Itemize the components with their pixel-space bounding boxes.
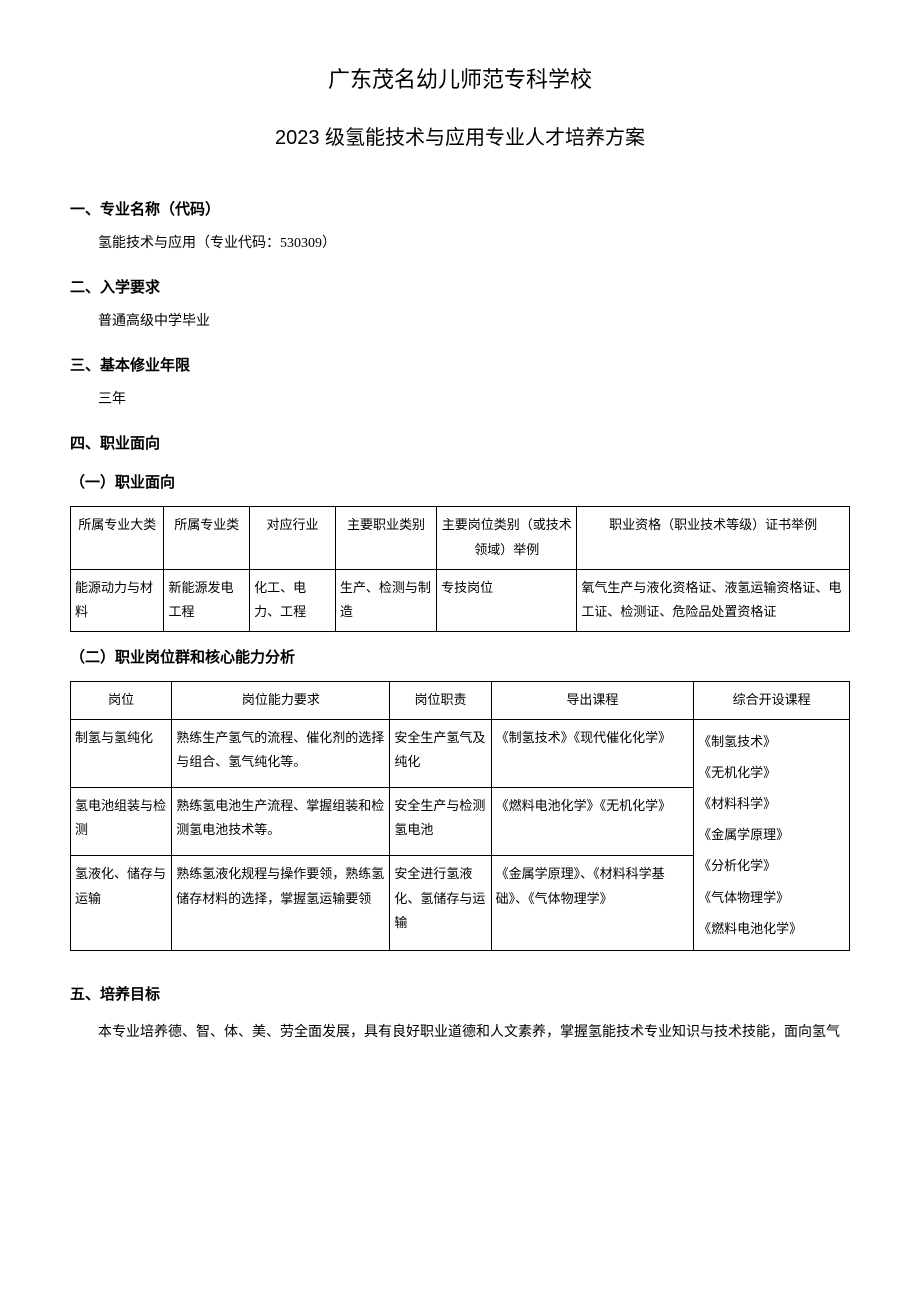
section-4-1-heading: （一）职业面向 bbox=[70, 469, 850, 496]
col-header: 所属专业类 bbox=[164, 507, 250, 569]
cell-merged: 《制氢技术》 《无机化学》 《材料科学》 《金属学原理》 《分析化学》 《气体物… bbox=[694, 719, 850, 950]
section-1-text: 氢能技术与应用（专业代码：530309） bbox=[98, 231, 850, 256]
cell: 新能源发电工程 bbox=[164, 569, 250, 631]
cell: 氢电池组装与检测 bbox=[71, 787, 172, 855]
section-5-text: 本专业培养德、智、体、美、劳全面发展，具有良好职业道德和人文素养，掌握氢能技术专… bbox=[70, 1020, 850, 1045]
col-header: 所属专业大类 bbox=[71, 507, 164, 569]
col-header: 综合开设课程 bbox=[694, 681, 850, 719]
cell: 制氢与氢纯化 bbox=[71, 719, 172, 787]
section-2-text: 普通高级中学毕业 bbox=[98, 309, 850, 334]
cell: 安全生产与检测氢电池 bbox=[390, 787, 491, 855]
cell: 氢液化、储存与运输 bbox=[71, 855, 172, 950]
section-1-heading: 一、专业名称（代码） bbox=[70, 196, 850, 223]
school-title: 广东茂名幼儿师范专科学校 bbox=[70, 60, 850, 100]
cell: 氧气生产与液化资格证、液氢运输资格证、电工证、检测证、危险品处置资格证 bbox=[577, 569, 850, 631]
col-header: 导出课程 bbox=[491, 681, 694, 719]
col-header: 岗位能力要求 bbox=[172, 681, 390, 719]
cell: 能源动力与材料 bbox=[71, 569, 164, 631]
section-4-2-heading: （二）职业岗位群和核心能力分析 bbox=[70, 644, 850, 671]
col-header: 岗位职责 bbox=[390, 681, 491, 719]
cell: 熟练生产氢气的流程、催化剂的选择与组合、氢气纯化等。 bbox=[172, 719, 390, 787]
cell: 专技岗位 bbox=[437, 569, 577, 631]
table-row: 能源动力与材料 新能源发电工程 化工、电力、工程 生产、检测与制造 专技岗位 氧… bbox=[71, 569, 850, 631]
cell: 安全生产氢气及纯化 bbox=[390, 719, 491, 787]
col-header: 主要职业类别 bbox=[335, 507, 436, 569]
col-header: 职业资格（职业技术等级）证书举例 bbox=[577, 507, 850, 569]
section-4-heading: 四、职业面向 bbox=[70, 430, 850, 457]
cell: 熟练氢液化规程与操作要领，熟练氢储存材料的选择，掌握氢运输要领 bbox=[172, 855, 390, 950]
col-header: 岗位 bbox=[71, 681, 172, 719]
career-orientation-table: 所属专业大类 所属专业类 对应行业 主要职业类别 主要岗位类别（或技术领域）举例… bbox=[70, 506, 850, 632]
col-header: 对应行业 bbox=[250, 507, 336, 569]
section-5-heading: 五、培养目标 bbox=[70, 981, 850, 1008]
table-row: 岗位 岗位能力要求 岗位职责 导出课程 综合开设课程 bbox=[71, 681, 850, 719]
program-title: 2023 级氢能技术与应用专业人才培养方案 bbox=[70, 120, 850, 156]
cell: 《制氢技术》《现代催化化学》 bbox=[491, 719, 694, 787]
cell: 安全进行氢液化、氢储存与运输 bbox=[390, 855, 491, 950]
section-3-heading: 三、基本修业年限 bbox=[70, 352, 850, 379]
section-2-heading: 二、入学要求 bbox=[70, 274, 850, 301]
competency-table: 岗位 岗位能力要求 岗位职责 导出课程 综合开设课程 制氢与氢纯化 熟练生产氢气… bbox=[70, 681, 850, 951]
cell: 《金属学原理》、《材料科学基础》、《气体物理学》 bbox=[491, 855, 694, 950]
table-row: 所属专业大类 所属专业类 对应行业 主要职业类别 主要岗位类别（或技术领域）举例… bbox=[71, 507, 850, 569]
cell: 《燃料电池化学》《无机化学》 bbox=[491, 787, 694, 855]
col-header: 主要岗位类别（或技术领域）举例 bbox=[437, 507, 577, 569]
section-3-text: 三年 bbox=[98, 387, 850, 412]
cell: 化工、电力、工程 bbox=[250, 569, 336, 631]
cell: 熟练氢电池生产流程、掌握组装和检测氢电池技术等。 bbox=[172, 787, 390, 855]
table-row: 制氢与氢纯化 熟练生产氢气的流程、催化剂的选择与组合、氢气纯化等。 安全生产氢气… bbox=[71, 719, 850, 787]
cell: 生产、检测与制造 bbox=[335, 569, 436, 631]
